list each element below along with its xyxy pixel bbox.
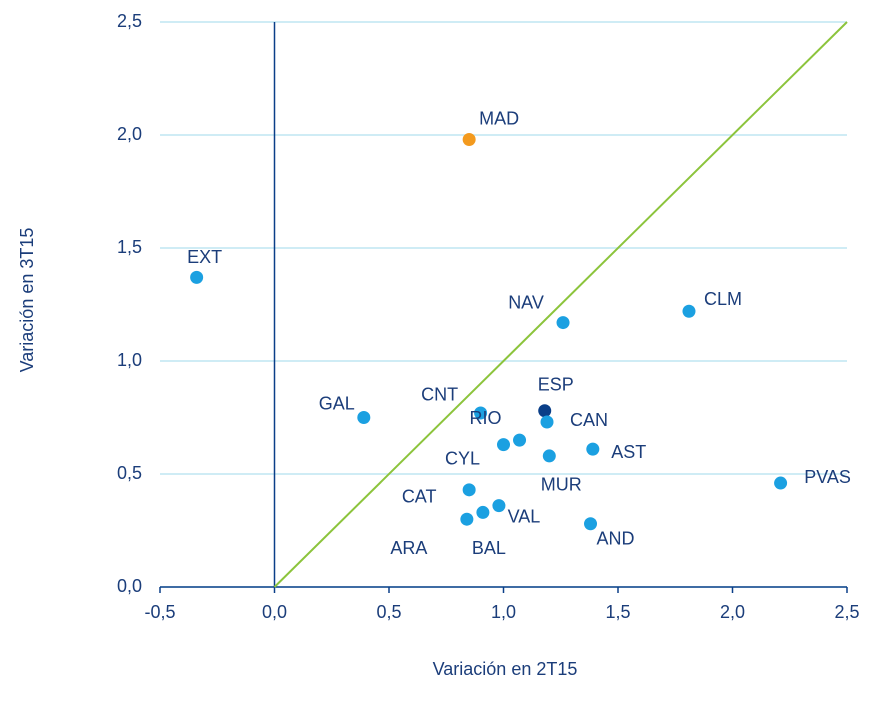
point	[540, 415, 554, 429]
point-label: NAV	[508, 292, 544, 312]
x-tick-label: 2,0	[720, 602, 745, 622]
point	[476, 505, 490, 519]
y-tick-label: 1,0	[117, 350, 142, 370]
point-label: AND	[597, 528, 635, 548]
x-tick-label: -0,5	[144, 602, 175, 622]
point	[357, 411, 371, 424]
point-label: PVAS	[804, 467, 851, 487]
reference-line	[273, 21, 848, 588]
point	[586, 442, 600, 456]
point	[513, 433, 527, 447]
y-tick-label: 2,5	[117, 11, 142, 31]
point	[190, 270, 204, 284]
point-label: AST	[611, 442, 646, 462]
x-tick-label: 1,5	[605, 602, 630, 622]
point-label: CAT	[402, 487, 437, 507]
point	[556, 316, 570, 330]
point-label: ARA	[390, 538, 427, 558]
point-label: CYL	[445, 448, 480, 468]
point-label: BAL	[472, 538, 506, 558]
point	[460, 512, 474, 526]
point-label: ESP	[538, 374, 574, 394]
y-tick-label: 2,0	[117, 124, 142, 144]
point-label: MUR	[541, 475, 582, 495]
y-axis-title: Variación en 3T15	[17, 228, 37, 373]
x-tick-label: 0,0	[262, 602, 287, 622]
point	[497, 438, 510, 452]
y-tick-label: 1,5	[117, 237, 142, 257]
point-label: EXT	[187, 247, 222, 267]
point	[682, 304, 696, 318]
x-axis-title: Variación en 2T15	[433, 659, 578, 679]
point	[584, 517, 598, 531]
point	[538, 404, 552, 418]
y-tick-label: 0,5	[117, 463, 142, 483]
point-label: RIO	[470, 408, 502, 428]
point	[462, 483, 476, 497]
y-tick-label: 0,0	[117, 576, 142, 596]
point	[474, 406, 488, 420]
x-tick-label: 2,5	[834, 602, 859, 622]
point	[492, 499, 506, 513]
x-tick-label: 0,5	[376, 602, 401, 622]
point-label: VAL	[508, 506, 541, 526]
x-tick-label: 1,0	[491, 602, 516, 622]
point-label: CAN	[570, 410, 608, 430]
point	[542, 449, 556, 463]
point-label: MAD	[479, 108, 519, 128]
point-label: CNT	[421, 385, 458, 405]
point	[774, 476, 788, 490]
point-label: CLM	[704, 289, 742, 309]
point	[462, 133, 476, 147]
point-label: GAL	[319, 393, 355, 413]
